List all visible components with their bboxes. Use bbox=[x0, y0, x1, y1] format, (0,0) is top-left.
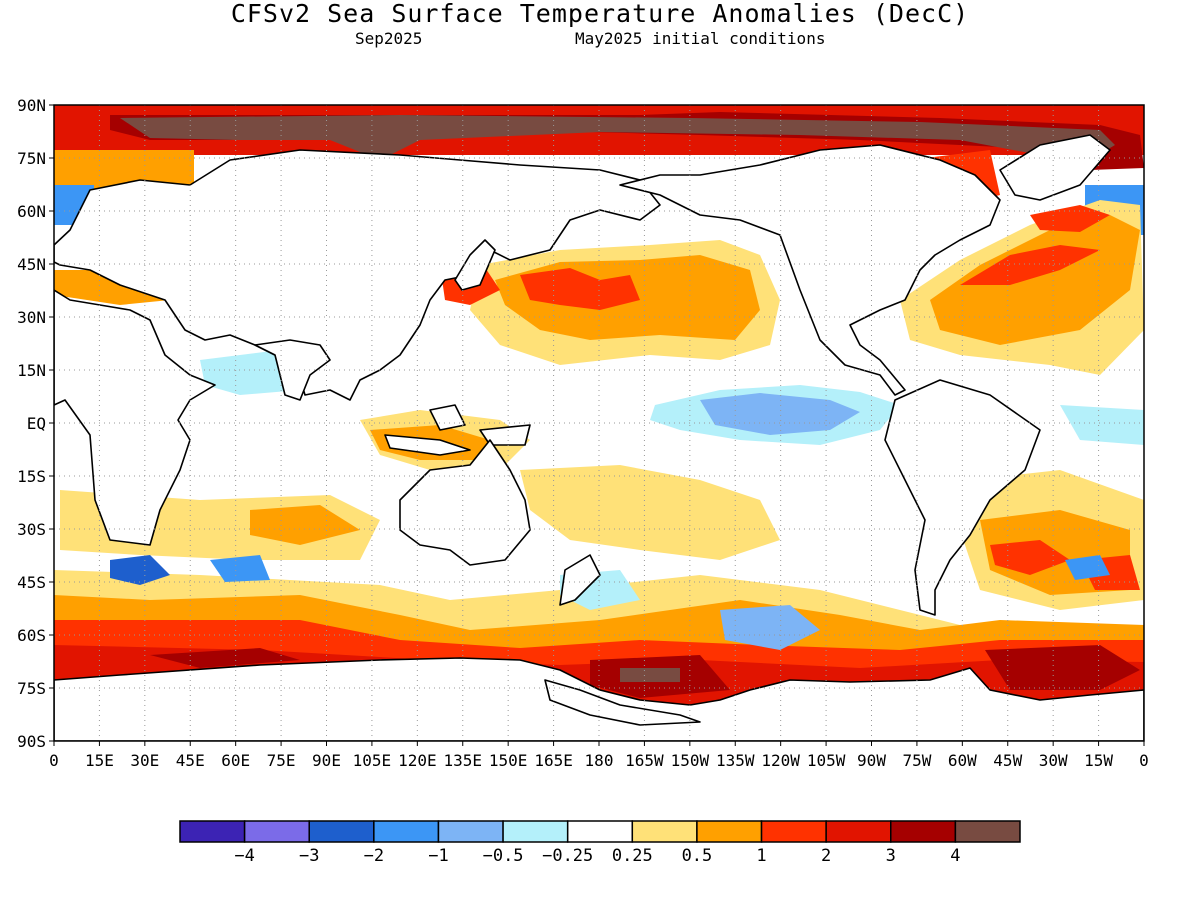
graticule bbox=[54, 105, 1144, 741]
south-america-landmass bbox=[884, 379, 1041, 616]
colorbar-swatch bbox=[696, 820, 763, 843]
africa-landmass bbox=[54, 289, 216, 546]
colorbar-swatch bbox=[437, 820, 504, 843]
colorbar-label: −1 bbox=[428, 846, 448, 866]
colorbar-swatch bbox=[760, 820, 827, 843]
colorbar-label: 4 bbox=[950, 846, 960, 866]
lon-tick-label: 60E bbox=[221, 751, 250, 770]
lon-tick-label: 45W bbox=[993, 751, 1022, 770]
india-landmass bbox=[254, 339, 331, 401]
colorbar-swatch bbox=[179, 820, 246, 843]
lon-tick-label: 0 bbox=[49, 751, 59, 770]
lon-tick-label: 135E bbox=[443, 751, 482, 770]
lat-tick-label: 75N bbox=[17, 149, 46, 168]
target-month-label: Sep2025 bbox=[355, 29, 423, 48]
longitude-axis: 0 15E 30E 45E 60E 75E 90E 105E 120E 135E 150E 165E 1… bbox=[49, 741, 1149, 770]
lon-tick-label: 0 bbox=[1139, 751, 1149, 770]
indonesia-landmass bbox=[384, 434, 471, 456]
lat-tick-label: 15S bbox=[17, 467, 46, 486]
initial-conditions-label: May2025 initial conditions bbox=[575, 29, 826, 48]
colorbar-swatch bbox=[890, 820, 957, 843]
lon-tick-label: 150W bbox=[671, 751, 710, 770]
lon-tick-label: 180 bbox=[585, 751, 614, 770]
lon-tick-label: 165W bbox=[625, 751, 664, 770]
colorbar-swatch bbox=[308, 820, 375, 843]
colorbar-label: 2 bbox=[821, 846, 831, 866]
colorbar-label: −3 bbox=[299, 846, 319, 866]
lat-tick-label: 30S bbox=[17, 520, 46, 539]
lon-tick-label: 30E bbox=[130, 751, 159, 770]
lon-tick-label: 105W bbox=[807, 751, 846, 770]
lat-tick-label: 75S bbox=[17, 679, 46, 698]
greenland-landmass bbox=[999, 134, 1111, 201]
new-zealand-landmass bbox=[559, 554, 601, 606]
colorbar: −4 −3 −2 −1 −0.5 −0.25 0.25 0.5 1 2 3 4 bbox=[179, 820, 1021, 866]
lat-tick-label: EQ bbox=[27, 414, 46, 433]
lon-tick-label: 105E bbox=[353, 751, 392, 770]
lat-tick-label: 30N bbox=[17, 308, 46, 327]
lon-tick-label: 75W bbox=[902, 751, 931, 770]
lat-tick-label: 15N bbox=[17, 361, 46, 380]
north-america-landmass bbox=[619, 144, 1001, 396]
colorbar-label: −4 bbox=[234, 846, 254, 866]
lon-tick-label: 90W bbox=[857, 751, 886, 770]
japan-landmass bbox=[454, 239, 496, 291]
map-title: CFSv2 Sea Surface Temperature Anomalies … bbox=[230, 0, 970, 28]
lon-tick-label: 135W bbox=[716, 751, 755, 770]
colorbar-label: 0.25 bbox=[612, 846, 653, 866]
lon-tick-label: 165E bbox=[534, 751, 573, 770]
lat-tick-label: 45N bbox=[17, 255, 46, 274]
colorbar-label: 3 bbox=[886, 846, 896, 866]
colorbar-swatch bbox=[566, 820, 634, 843]
lat-tick-label: 60N bbox=[17, 202, 46, 221]
lon-tick-label: 45E bbox=[176, 751, 205, 770]
colorbar-swatch bbox=[954, 820, 1021, 843]
lon-tick-label: 120E bbox=[398, 751, 437, 770]
lon-tick-label: 30W bbox=[1039, 751, 1068, 770]
lon-tick-label: 60W bbox=[948, 751, 977, 770]
lon-tick-label: 75E bbox=[267, 751, 296, 770]
lon-tick-label: 15E bbox=[85, 751, 114, 770]
colorbar-label: −2 bbox=[364, 846, 384, 866]
eurasia-landmass bbox=[54, 149, 661, 401]
colorbar-swatch bbox=[243, 820, 310, 843]
lat-tick-label: 45S bbox=[17, 573, 46, 592]
colorbar-swatch bbox=[631, 820, 698, 843]
colorbar-swatch bbox=[502, 820, 569, 843]
colorbar-label: −0.5 bbox=[483, 846, 524, 866]
colorbar-swatch bbox=[825, 820, 892, 843]
colorbar-label: −0.25 bbox=[542, 846, 593, 866]
colorbar-label: 0.5 bbox=[682, 846, 713, 866]
colorbar-swatch bbox=[373, 820, 440, 843]
latitude-axis: 90N 75N 60N 45N 30N 15N EQ 15S 30S 45S 60S 75S 90S bbox=[17, 96, 54, 751]
lon-tick-label: 90E bbox=[312, 751, 341, 770]
australia-landmass bbox=[399, 439, 531, 566]
lon-tick-label: 120W bbox=[761, 751, 800, 770]
lat-tick-label: 90N bbox=[17, 96, 46, 115]
lat-tick-label: 90S bbox=[17, 732, 46, 751]
lon-tick-label: 15W bbox=[1084, 751, 1113, 770]
lon-tick-label: 150E bbox=[489, 751, 528, 770]
lat-tick-label: 60S bbox=[17, 626, 46, 645]
colorbar-label: 1 bbox=[756, 846, 766, 866]
